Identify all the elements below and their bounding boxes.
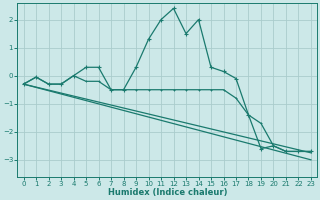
X-axis label: Humidex (Indice chaleur): Humidex (Indice chaleur): [108, 188, 227, 197]
